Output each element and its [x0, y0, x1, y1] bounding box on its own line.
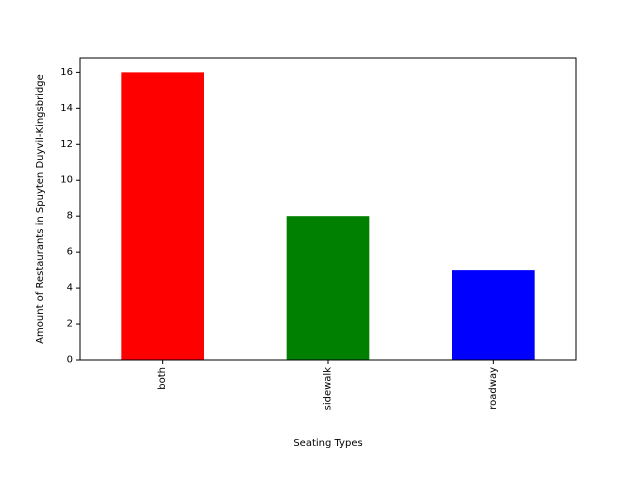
y-tick-label: 0 [67, 355, 73, 366]
y-tick-label: 12 [60, 139, 73, 150]
y-tick-label: 6 [67, 247, 73, 258]
y-tick-label: 14 [60, 103, 73, 114]
bar-sidewalk [286, 216, 370, 360]
bar-both [121, 72, 204, 360]
bar-roadway [452, 270, 535, 360]
y-tick-label: 8 [67, 211, 73, 222]
y-axis-ticks: 0 2 4 6 8 10 12 14 16 [60, 67, 80, 366]
y-axis-label: Amount of Restaurants in Spuyten Duyvil-… [35, 74, 46, 344]
x-axis-label: Seating Types [293, 438, 362, 449]
x-axis-ticks: both sidewalk roadway [157, 360, 499, 410]
y-tick-label: 2 [67, 319, 73, 330]
y-tick-label: 10 [60, 175, 73, 186]
y-tick-label: 16 [60, 67, 73, 78]
bars-group [121, 72, 535, 360]
x-tick-label: sidewalk [323, 367, 334, 411]
y-tick-label: 4 [67, 283, 73, 294]
x-tick-label: roadway [488, 367, 499, 410]
plot-frame [79, 57, 577, 361]
x-tick-label: both [157, 367, 168, 390]
